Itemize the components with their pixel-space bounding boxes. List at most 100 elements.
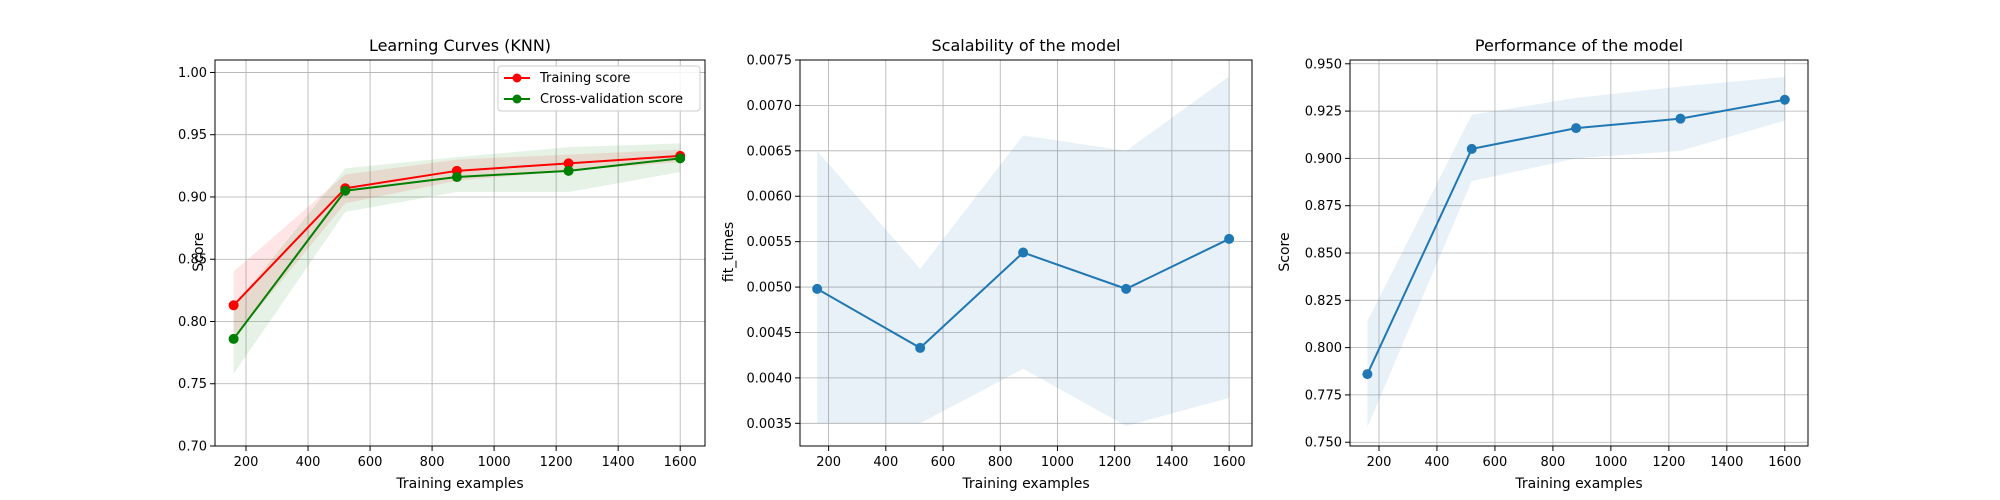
panel1-title: Learning Curves (KNN) [369,36,551,55]
panel2-xlabel: Training examples [961,476,1089,492]
data-point-0 [1466,143,1477,154]
legend-swatch-cv-marker [512,94,522,104]
x-tick-label: 1200 [1098,455,1131,470]
panel3-title: Performance of the model [1475,36,1683,55]
x-tick-label: 1000 [1594,455,1627,470]
x-tick-label: 1600 [1768,455,1801,470]
panel2-lines [812,233,1235,353]
y-tick-label: 0.85 [178,253,207,268]
data-point-0 [915,342,926,353]
panel1-ticks: 200 400 600 800 1000 1200 1400 1600 0.70 0.75 0.80… [178,66,697,470]
panel3-frame [1349,59,1809,447]
y-tick-label: 0.800 [1305,341,1342,356]
x-tick-label: 1600 [1213,455,1246,470]
data-point-0 [1018,247,1029,258]
x-tick-label: 400 [1425,455,1450,470]
y-tick-label: 0.750 [1305,436,1342,451]
legend-box [497,65,701,112]
x-tick-label: 1000 [1041,455,1074,470]
y-tick-label: 0.90 [178,190,207,205]
data-point-1 [563,165,574,176]
x-tick-label: 1200 [1652,455,1685,470]
y-tick-label: 0.0035 [747,417,793,432]
panel3-ticks: 200 400 600 800 1000 1200 1400 1600 0.750 0.775 0.… [1305,57,1802,470]
panel3-lines [1362,94,1790,380]
x-tick-label: 200 [234,455,259,470]
confidence-band-0 [1367,77,1785,428]
data-point-1 [675,153,686,164]
y-tick-label: 0.900 [1305,152,1342,167]
panel1-legend: Training score Cross-validation score [497,65,701,112]
y-tick-label: 0.950 [1305,57,1342,72]
y-tick-label: 0.75 [178,377,207,392]
panel3-bands [1367,77,1785,428]
panel1-lines [228,150,686,344]
panel1-xlabel: Training examples [395,476,523,492]
data-point-0 [563,158,574,169]
y-tick-label: 0.0060 [747,190,793,205]
panel1-frame [214,59,706,447]
x-tick-label: 1400 [1155,455,1188,470]
panel-learning-curves: Learning Curves (KNN) Training examples … [178,36,706,492]
x-tick-label: 800 [988,455,1013,470]
panel-performance: Performance of the model Training exampl… [1277,36,1809,492]
data-point-1 [228,333,239,344]
panel2-title: Scalability of the model [932,36,1121,55]
x-tick-label: 1000 [478,455,511,470]
panel2-ylabel: fit_times [721,222,737,282]
x-tick-label: 1600 [664,455,697,470]
panel3-ylabel: Score [1277,232,1293,271]
data-point-0 [1362,369,1373,380]
data-point-0 [1571,123,1582,134]
x-tick-label: 1400 [1710,455,1743,470]
panel3-xlabel: Training examples [1514,476,1642,492]
x-tick-label: 600 [1483,455,1508,470]
data-point-0 [1121,283,1132,294]
y-tick-label: 0.850 [1305,247,1342,262]
legend-label-cv: Cross-validation score [540,92,683,107]
y-tick-label: 1.00 [178,66,207,81]
data-point-0 [1675,113,1686,124]
data-point-1 [340,185,351,196]
x-tick-label: 800 [1540,455,1565,470]
y-tick-label: 0.0065 [747,144,793,159]
y-tick-label: 0.70 [178,440,207,455]
x-tick-label: 1200 [540,455,573,470]
legend-label-training: Training score [539,71,630,86]
x-tick-label: 600 [358,455,383,470]
data-point-0 [1779,94,1790,105]
panel2-frame [799,59,1253,447]
x-tick-label: 400 [873,455,898,470]
y-tick-label: 0.0055 [747,235,793,250]
data-point-0 [1224,233,1235,244]
panel1-ylabel: Score [191,232,207,271]
x-tick-label: 200 [1367,455,1392,470]
y-tick-label: 0.0040 [747,371,793,386]
x-tick-label: 800 [420,455,445,470]
panel2-ticks: 200 400 600 800 1000 1200 1400 1600 0.0035 0.0040… [747,54,1246,471]
y-tick-label: 0.825 [1305,294,1342,309]
y-tick-label: 0.95 [178,128,207,143]
y-tick-label: 0.0045 [747,326,793,341]
legend-swatch-training-marker [512,73,522,83]
panel-scalability: Scalability of the model Training exampl… [721,36,1253,492]
x-tick-label: 400 [296,455,321,470]
x-tick-label: 600 [931,455,956,470]
panel2-grid [800,59,1252,446]
y-tick-label: 0.925 [1305,105,1342,120]
confidence-band-1 [233,143,681,374]
panel3-grid [1350,60,1808,446]
y-tick-label: 0.0050 [747,281,793,296]
y-tick-label: 0.775 [1305,388,1342,403]
y-tick-label: 0.0070 [747,99,793,114]
panel1-bands [233,143,681,374]
data-point-0 [812,283,823,294]
y-tick-label: 0.80 [178,315,207,330]
y-tick-label: 0.0075 [747,54,793,69]
data-point-0 [228,300,239,311]
x-tick-label: 1400 [602,455,635,470]
x-tick-label: 200 [816,455,841,470]
y-tick-label: 0.875 [1305,199,1342,214]
data-point-1 [451,172,462,183]
